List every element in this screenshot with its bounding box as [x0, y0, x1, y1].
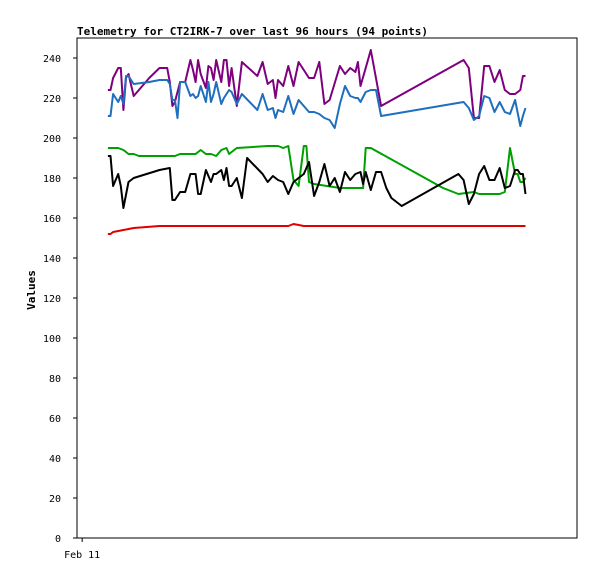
y-tick-label: 120 — [43, 294, 61, 305]
y-tick-label: 240 — [43, 54, 61, 65]
y-tick-label: 220 — [43, 94, 61, 105]
series-line-5 — [107, 223, 526, 235]
y-tick-label: 100 — [43, 334, 61, 345]
plot-frame — [76, 37, 578, 539]
y-axis-title: Values — [25, 270, 38, 310]
y-tick-label: 180 — [43, 174, 61, 185]
y-tick-label: 160 — [43, 214, 61, 225]
y-tick-label: 20 — [49, 494, 61, 505]
x-tick-label: Feb 11 — [64, 550, 100, 561]
y-tick-label: 60 — [49, 414, 61, 425]
series-line-3 — [107, 145, 527, 195]
y-tick-label: 0 — [55, 534, 61, 545]
y-tick-label: 140 — [43, 254, 61, 265]
y-tick-label: 200 — [43, 134, 61, 145]
y-tick-label: 80 — [49, 374, 61, 385]
y-tick-label: 40 — [49, 454, 61, 465]
y-axis: 0 20 40 60 80 100 120 140 160 180 200 220 240 — [43, 54, 77, 545]
series-lines — [107, 49, 527, 235]
series-line-4 — [107, 155, 527, 209]
series-line-2 — [107, 75, 527, 129]
chart-title: Telemetry for CT2IRK-7 over last 96 hour… — [77, 25, 428, 38]
x-axis: Feb 11 — [64, 538, 100, 561]
